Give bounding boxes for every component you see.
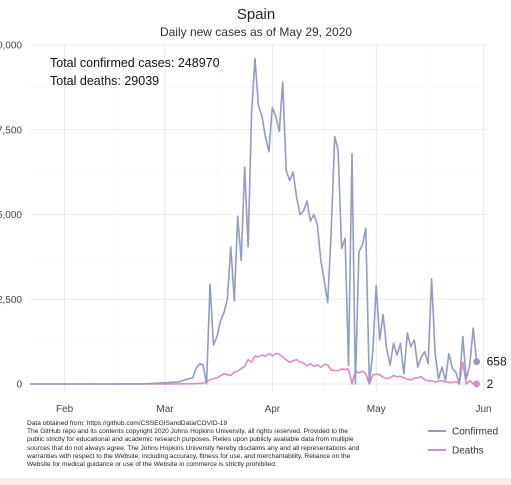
series-lines: 658 2 xyxy=(30,57,507,391)
x-tick-label: Apr xyxy=(265,404,281,415)
caption-line: Website for medical guidance or use of t… xyxy=(27,461,277,469)
legend-label-confirmed: Confirmed xyxy=(452,427,498,438)
series-line-confirmed xyxy=(30,57,478,385)
caption-line: warranties with respect to the Website, … xyxy=(27,452,351,460)
x-tick-label: Feb xyxy=(56,404,74,415)
data-source-caption: Data obtained from: https://github.com/C… xyxy=(27,420,419,469)
x-tick-label: May xyxy=(367,404,386,415)
x-tick-label: Jun xyxy=(475,404,491,415)
caption-line: sources that do not always agree. The Jo… xyxy=(27,444,360,452)
y-tick-label: 7,500 xyxy=(0,125,22,136)
end-label-confirmed: 658 xyxy=(487,355,507,369)
end-label-deaths: 2 xyxy=(487,377,494,391)
total-confirmed-annotation: Total confirmed cases: 248970 xyxy=(50,56,220,70)
y-tick-labels: 0 2,500 5,000 7,500 10,000 xyxy=(0,41,22,391)
bottom-highlight-strip xyxy=(0,478,511,485)
grid-lines xyxy=(30,44,487,392)
endpoint-confirmed xyxy=(473,358,481,366)
series-line-deaths xyxy=(30,352,477,385)
x-tick-labels: Feb Mar Apr May Jun xyxy=(56,404,492,415)
chart-title: Spain xyxy=(237,6,275,23)
y-tick-label: 10,000 xyxy=(0,41,22,52)
x-tick-label: Mar xyxy=(156,404,174,415)
caption-line: public strictly for educational and acad… xyxy=(27,436,354,444)
caption-line: The GitHub repo and its contents copyrig… xyxy=(27,428,348,436)
caption-line: Data obtained from: https://github.com/C… xyxy=(27,420,228,427)
y-tick-label: 5,000 xyxy=(0,210,22,221)
legend: Confirmed Deaths xyxy=(428,427,498,457)
endpoint-deaths xyxy=(473,380,481,388)
legend-label-deaths: Deaths xyxy=(452,446,484,457)
total-deaths-annotation: Total deaths: 29039 xyxy=(50,74,159,88)
chart-subtitle: Daily new cases as of May 29, 2020 xyxy=(160,25,352,39)
y-tick-label: 2,500 xyxy=(0,295,22,306)
y-tick-label: 0 xyxy=(16,380,22,391)
